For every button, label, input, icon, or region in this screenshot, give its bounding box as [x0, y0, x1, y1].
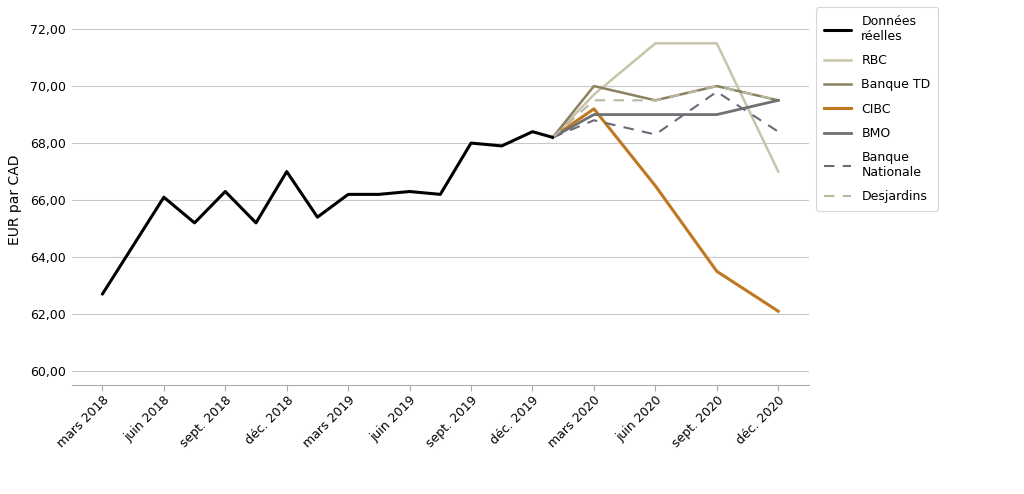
Données
réelles: [465, 140, 477, 146]
Données
réelles: [526, 129, 539, 135]
Line: BMO: BMO: [553, 100, 778, 137]
Desjardins: [588, 97, 600, 103]
Line: Données
réelles: Données réelles: [102, 132, 553, 294]
Données
réelles: [311, 214, 324, 220]
Données
réelles: [219, 189, 231, 195]
Legend: Données
réelles, RBC, Banque TD, CIBC, BMO, Banque
Nationale, Desjardins: Données réelles, RBC, Banque TD, CIBC, B…: [816, 7, 938, 211]
Banque TD: [711, 83, 723, 89]
BMO: [649, 112, 662, 118]
Données
réelles: [373, 191, 385, 197]
Y-axis label: EUR par CAD: EUR par CAD: [8, 155, 22, 246]
CIBC: [772, 308, 784, 314]
Banque TD: [772, 97, 784, 103]
CIBC: [711, 268, 723, 274]
Banque TD: [547, 134, 559, 140]
Données
réelles: [96, 291, 109, 297]
Banque
Nationale: [772, 129, 784, 135]
Line: RBC: RBC: [553, 43, 778, 171]
Desjardins: [547, 134, 559, 140]
Banque
Nationale: [588, 117, 600, 123]
CIBC: [649, 183, 662, 189]
Line: Desjardins: Desjardins: [553, 86, 778, 137]
RBC: [588, 92, 600, 98]
Données
réelles: [281, 168, 293, 174]
Line: Banque
Nationale: Banque Nationale: [553, 92, 778, 137]
CIBC: [588, 106, 600, 112]
BMO: [547, 134, 559, 140]
Banque
Nationale: [711, 89, 723, 95]
Desjardins: [649, 97, 662, 103]
BMO: [588, 112, 600, 118]
BMO: [711, 112, 723, 118]
Banque
Nationale: [649, 131, 662, 137]
Line: CIBC: CIBC: [553, 109, 778, 311]
Desjardins: [772, 97, 784, 103]
Banque
Nationale: [547, 134, 559, 140]
Line: Banque TD: Banque TD: [553, 86, 778, 137]
Données
réelles: [403, 189, 416, 195]
Données
réelles: [547, 134, 559, 140]
Données
réelles: [250, 220, 262, 226]
Banque TD: [649, 97, 662, 103]
BMO: [772, 97, 784, 103]
RBC: [547, 134, 559, 140]
Données
réelles: [434, 191, 446, 197]
RBC: [711, 41, 723, 46]
CIBC: [547, 134, 559, 140]
Données
réelles: [188, 220, 201, 226]
RBC: [772, 168, 784, 174]
Données
réelles: [342, 191, 354, 197]
RBC: [649, 41, 662, 46]
Banque TD: [588, 83, 600, 89]
Données
réelles: [496, 143, 508, 149]
Données
réelles: [158, 194, 170, 200]
Desjardins: [711, 83, 723, 89]
